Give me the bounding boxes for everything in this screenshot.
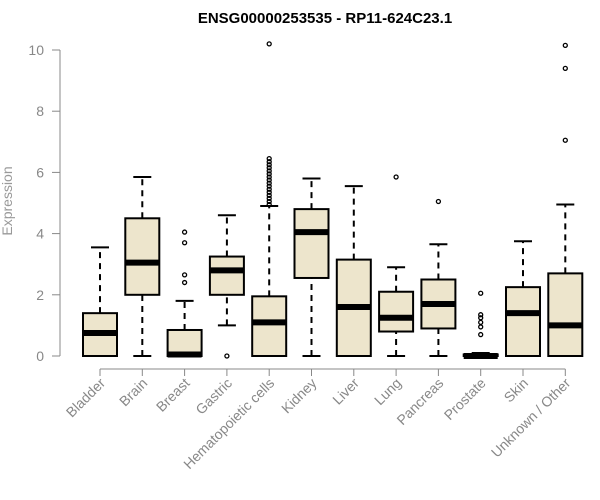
- x-tick-label: Unknown / Other: [488, 375, 574, 461]
- box-iqr: [293, 208, 330, 279]
- box-iqr: [251, 295, 288, 357]
- x-tick-label: Pancreas: [393, 375, 446, 428]
- outlier-point: [266, 165, 272, 171]
- outlier-point: [266, 192, 272, 199]
- box-hematopoietic-cells: [251, 41, 288, 357]
- box-iqr: [124, 217, 161, 296]
- outlier-point: [266, 198, 272, 205]
- box-iqr: [547, 272, 584, 358]
- y-tick-label: 0: [36, 348, 44, 364]
- y-axis: 0 2 4 6 8 10: [28, 42, 61, 364]
- outlier-point: [181, 240, 188, 246]
- outlier-point: [562, 137, 568, 143]
- y-tick-label: 6: [36, 164, 44, 180]
- outlier-point: [266, 186, 272, 192]
- outlier-point: [562, 42, 568, 49]
- outlier-point: [266, 183, 272, 189]
- outlier-point: [266, 189, 272, 195]
- outlier-point: [181, 272, 188, 278]
- box-pancreas: [420, 198, 457, 357]
- x-tick-label: Prostate: [441, 375, 489, 423]
- box-liver: [335, 185, 372, 357]
- x-tick-label: Bladder: [63, 375, 109, 421]
- outlier-point: [181, 229, 188, 235]
- x-tick-label: Brain: [116, 375, 150, 409]
- box-breast: [166, 229, 203, 358]
- x-tick-label: Liver: [329, 375, 362, 408]
- outlier-point: [266, 195, 272, 202]
- outlier-point: [266, 168, 272, 174]
- outlier-point: [478, 312, 484, 318]
- boxes-layer: [82, 41, 584, 359]
- outlier-point: [224, 353, 230, 359]
- y-axis-label: Expression: [0, 166, 15, 235]
- x-tick-label: Lung: [371, 375, 404, 408]
- outlier-point: [435, 198, 442, 205]
- x-tick-label: Kidney: [278, 375, 320, 417]
- box-gastric: [208, 214, 245, 359]
- outlier-point: [266, 177, 272, 183]
- box-lung: [378, 174, 415, 357]
- outlier-point: [478, 315, 484, 321]
- outlier-point: [266, 180, 272, 186]
- y-tick-label: 8: [36, 103, 44, 119]
- outlier-point: [478, 290, 484, 296]
- outlier-point: [266, 201, 272, 208]
- box-bladder: [82, 246, 118, 358]
- y-tick-label: 4: [36, 226, 44, 242]
- outlier-point: [478, 319, 484, 325]
- y-tick-label: 10: [28, 42, 44, 58]
- chart-title: ENSG00000253535 - RP11-624C23.1: [198, 10, 452, 27]
- outlier-point: [266, 159, 272, 165]
- box-kidney: [293, 177, 330, 357]
- box-iqr: [378, 290, 415, 333]
- x-tick-label: Skin: [501, 375, 532, 406]
- outlier-point: [266, 155, 272, 162]
- box-iqr: [208, 255, 245, 296]
- box-iqr: [505, 286, 541, 357]
- outlier-point: [266, 171, 272, 177]
- outlier-point: [478, 331, 484, 338]
- outlier-point: [562, 65, 568, 72]
- box-prostate: [462, 290, 499, 359]
- box-unknown-other: [547, 42, 584, 358]
- outlier-point: [266, 41, 272, 47]
- box-brain: [124, 175, 161, 357]
- outlier-point: [478, 324, 484, 330]
- x-tick-label: Breast: [153, 375, 193, 415]
- outlier-point: [266, 162, 272, 168]
- outlier-point: [393, 174, 399, 180]
- outlier-point: [181, 279, 188, 286]
- outlier-point: [266, 174, 272, 180]
- y-tick-label: 2: [36, 287, 44, 303]
- box-skin: [505, 240, 541, 357]
